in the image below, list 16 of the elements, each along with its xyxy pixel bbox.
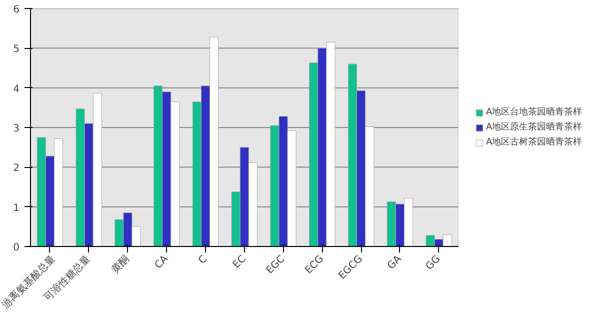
y-tick-label: 5 bbox=[13, 44, 20, 56]
x-tick-label: CA bbox=[152, 254, 171, 272]
legend-label: A地区古树茶园晒青茶样 bbox=[486, 136, 584, 148]
y-tick-label: 1 bbox=[13, 202, 20, 214]
x-tick-label: GA bbox=[386, 254, 404, 272]
legend-label: A地区原生茶园晒青茶样 bbox=[486, 121, 584, 134]
y-tick-label: 6 bbox=[13, 4, 20, 16]
y-tick-label: 0 bbox=[13, 242, 20, 254]
x-tick-label: EC bbox=[231, 254, 248, 271]
x-tick-label: C bbox=[196, 254, 210, 266]
legend-label: A地区台地茶园晒青茶样 bbox=[486, 106, 584, 118]
x-tick-label: GG bbox=[424, 254, 443, 272]
y-tick-label: 2 bbox=[13, 163, 20, 174]
y-tick-label: 3 bbox=[13, 124, 20, 134]
x-tick-label: 黄酮 bbox=[108, 252, 132, 276]
y-tick-label: 4 bbox=[13, 84, 20, 95]
